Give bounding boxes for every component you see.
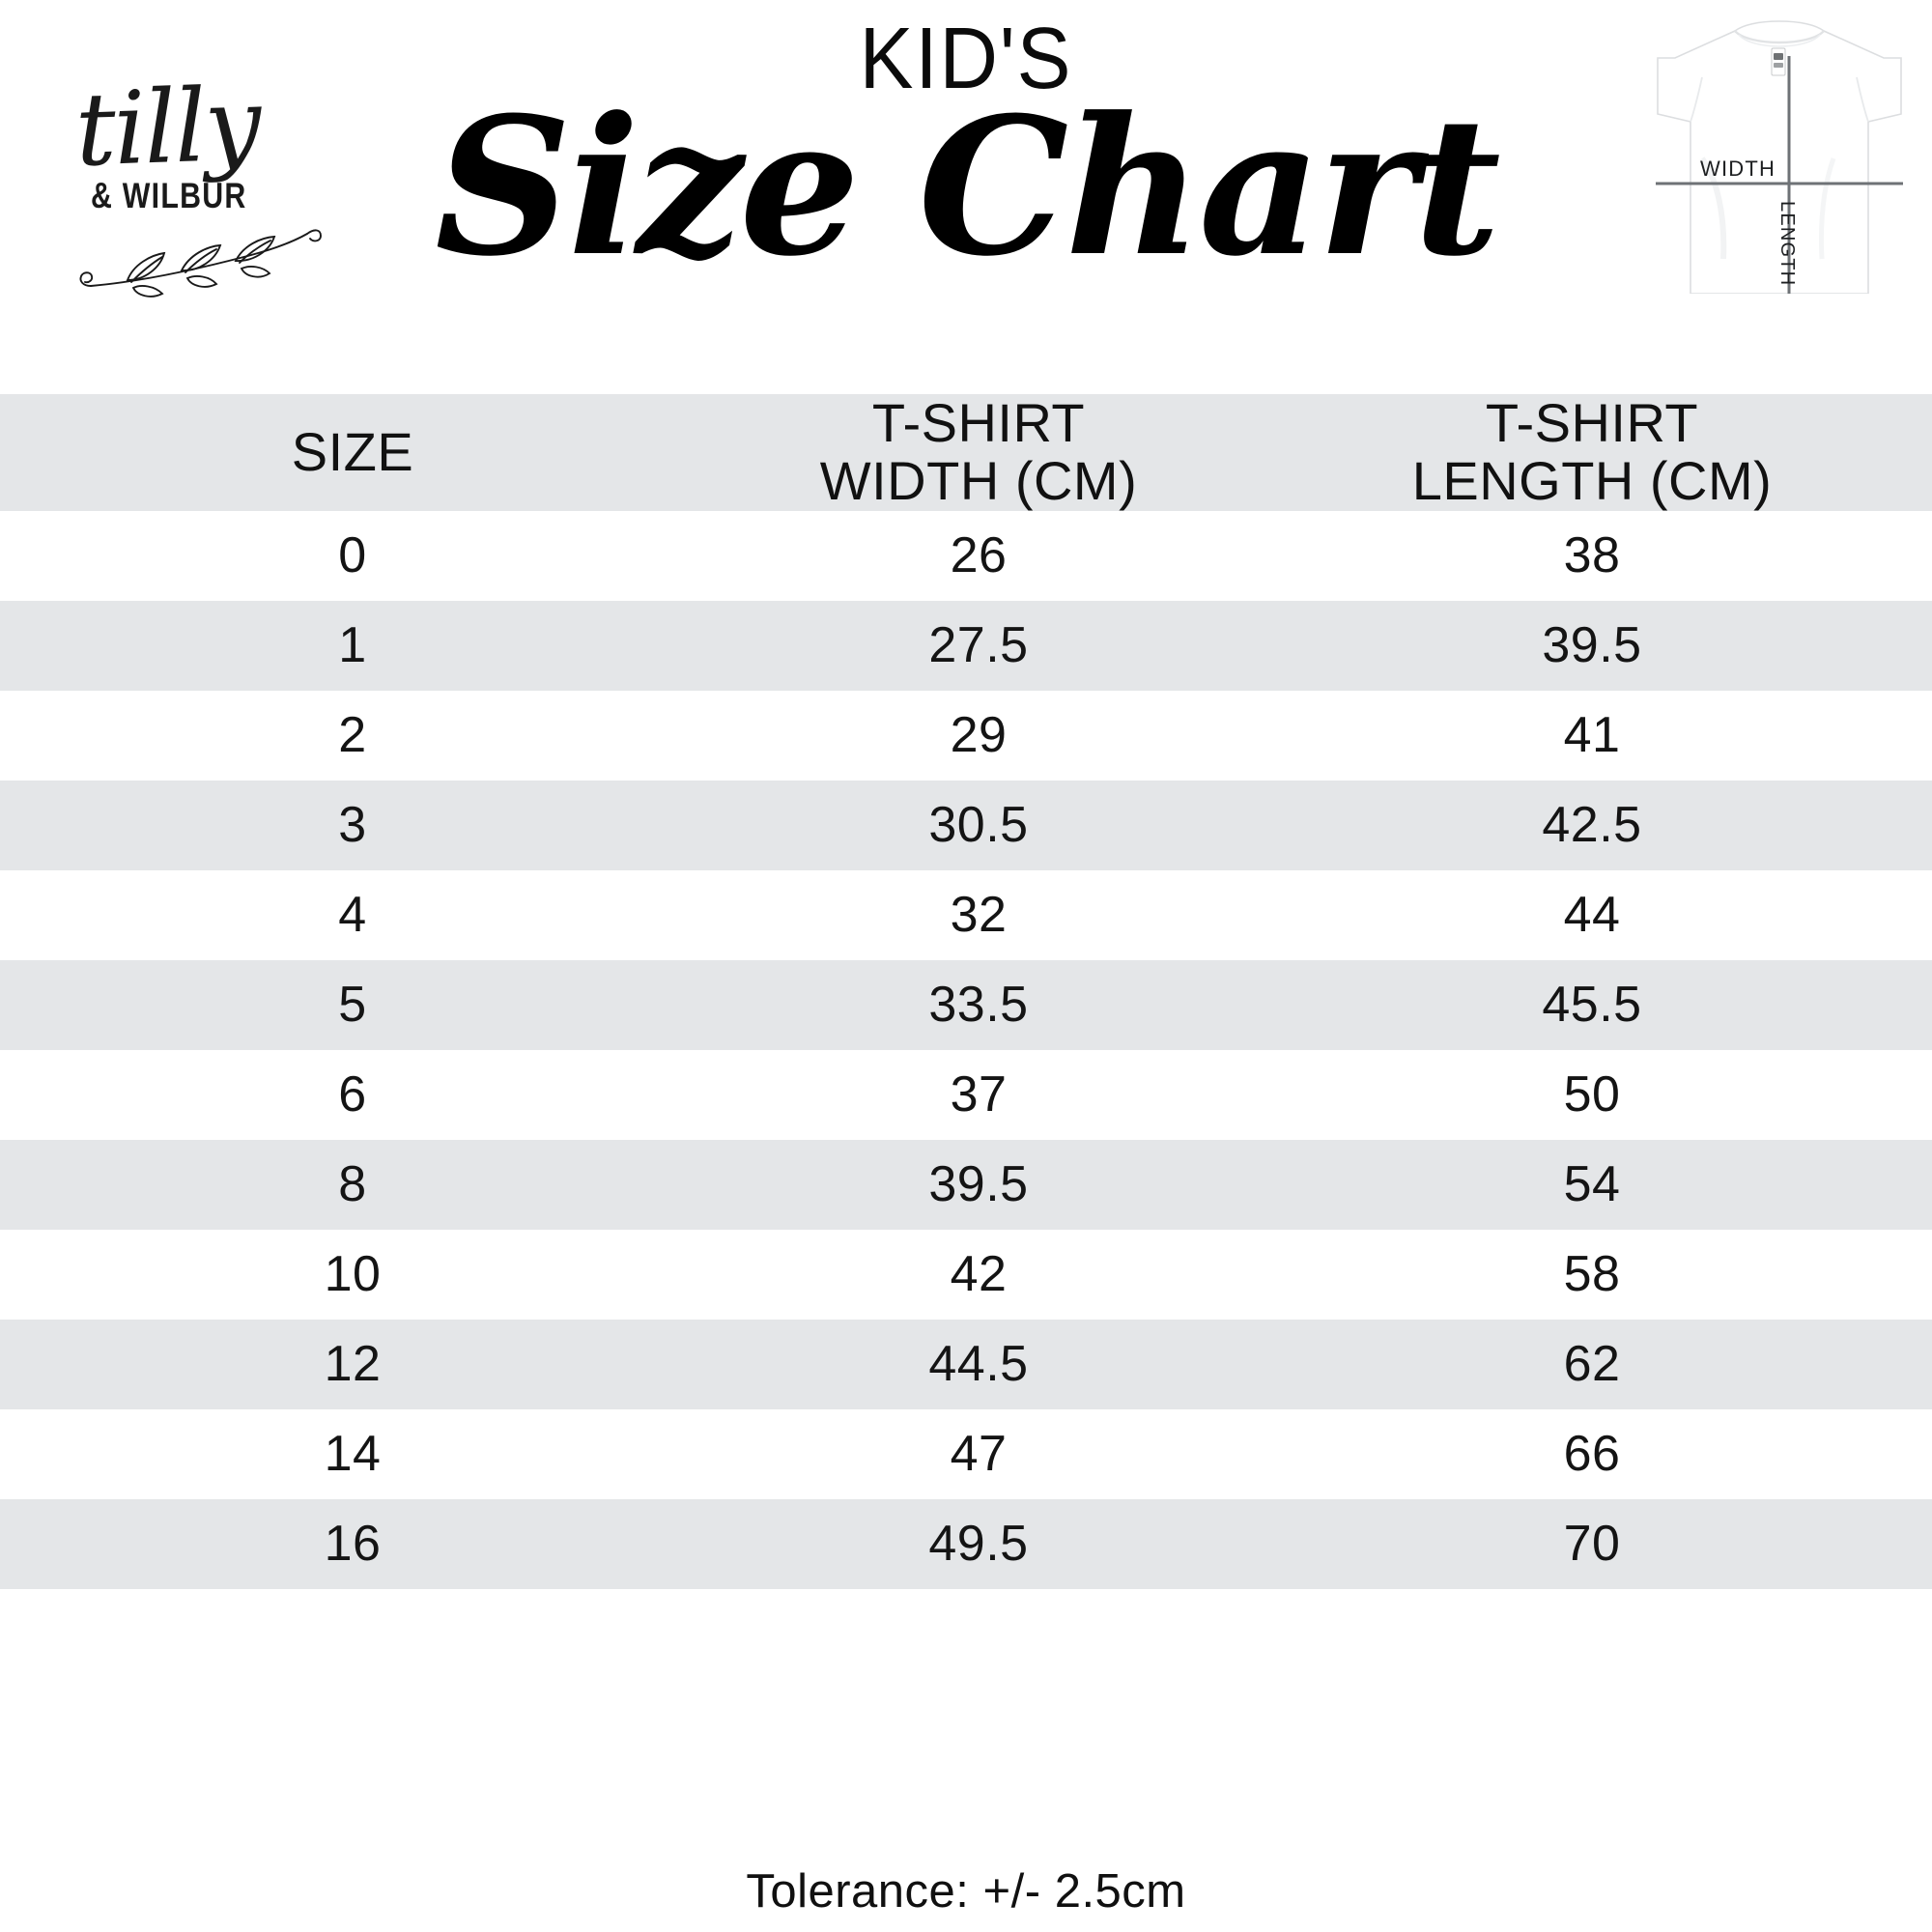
width-cell: 29 xyxy=(705,690,1252,781)
table-row: 10 42 58 xyxy=(0,1229,1932,1320)
size-cell: 10 xyxy=(0,1229,705,1320)
size-cell: 14 xyxy=(0,1408,705,1499)
table-row: 2 29 41 xyxy=(0,690,1932,781)
column-header-size-line1: SIZE xyxy=(291,421,414,483)
table-header-row: SIZE T-SHIRT WIDTH (CM) T-SHIRT LENGTH (… xyxy=(0,392,1932,512)
column-header-width-line1: T-SHIRT xyxy=(871,392,1086,453)
length-cell: 70 xyxy=(1252,1498,1932,1589)
page-eyebrow-title: KID'S xyxy=(859,11,1073,107)
size-cell: 16 xyxy=(0,1498,705,1589)
width-cell: 27.5 xyxy=(705,600,1252,691)
length-cell: 41 xyxy=(1252,690,1932,781)
length-cell: 39.5 xyxy=(1252,600,1932,691)
width-cell: 39.5 xyxy=(705,1139,1252,1230)
size-cell: 1 xyxy=(0,600,705,691)
table-row: 5 33.5 45.5 xyxy=(0,959,1932,1050)
table-row: 0 26 38 xyxy=(0,510,1932,601)
length-cell: 44 xyxy=(1252,869,1932,960)
size-cell: 2 xyxy=(0,690,705,781)
width-cell: 44.5 xyxy=(705,1319,1252,1409)
page-title: Size Chart xyxy=(435,76,1501,298)
length-cell: 42.5 xyxy=(1252,780,1932,870)
width-cell: 30.5 xyxy=(705,780,1252,870)
length-cell: 66 xyxy=(1252,1408,1932,1499)
table-row: 3 30.5 42.5 xyxy=(0,780,1932,870)
size-cell: 8 xyxy=(0,1139,705,1230)
size-cell: 5 xyxy=(0,959,705,1050)
size-cell: 4 xyxy=(0,869,705,960)
column-header-size: SIZE xyxy=(0,394,705,511)
tshirt-length-label: LENGTH xyxy=(1776,201,1798,286)
tolerance-note: Tolerance: +/- 2.5cm xyxy=(746,1865,1186,1918)
table-row: 12 44.5 62 xyxy=(0,1319,1932,1409)
table-body: 0 26 38 1 27.5 39.5 2 29 41 3 30.5 42.5 4 32 44 5 33.5 45… xyxy=(0,510,1932,1589)
size-cell: 3 xyxy=(0,780,705,870)
width-cell: 49.5 xyxy=(705,1498,1252,1589)
table-row: 14 47 66 xyxy=(0,1408,1932,1499)
size-cell: 6 xyxy=(0,1049,705,1140)
length-cell: 62 xyxy=(1252,1319,1932,1409)
brand-logo: tilly & WILBUR xyxy=(73,65,336,298)
width-cell: 47 xyxy=(705,1408,1252,1499)
column-header-width: T-SHIRT WIDTH (CM) xyxy=(705,392,1252,512)
leaf-branch-icon xyxy=(79,229,322,298)
length-cell: 58 xyxy=(1252,1229,1932,1320)
table-header: SIZE T-SHIRT WIDTH (CM) T-SHIRT LENGTH (… xyxy=(0,392,1932,512)
table-row: 4 32 44 xyxy=(0,869,1932,960)
table-row: 1 27.5 39.5 xyxy=(0,600,1932,691)
brand-sub-name: & WILBUR xyxy=(91,176,247,215)
table-row: 6 37 50 xyxy=(0,1049,1932,1140)
width-cell: 37 xyxy=(705,1049,1252,1140)
width-cell: 26 xyxy=(705,510,1252,601)
column-header-width-line2: WIDTH (CM) xyxy=(819,450,1138,512)
tshirt-measurement-icon: WIDTH LENGTH xyxy=(1656,20,1903,294)
length-cell: 50 xyxy=(1252,1049,1932,1140)
width-cell: 42 xyxy=(705,1229,1252,1320)
width-cell: 32 xyxy=(705,869,1252,960)
width-cell: 33.5 xyxy=(705,959,1252,1050)
length-cell: 54 xyxy=(1252,1139,1932,1230)
length-cell: 38 xyxy=(1252,510,1932,601)
length-cell: 45.5 xyxy=(1252,959,1932,1050)
column-header-length-line1: T-SHIRT xyxy=(1485,392,1699,453)
tshirt-width-label: WIDTH xyxy=(1700,156,1776,181)
size-chart-table: SIZE T-SHIRT WIDTH (CM) T-SHIRT LENGTH (… xyxy=(0,392,1932,1589)
table-row: 8 39.5 54 xyxy=(0,1139,1932,1230)
table-row: 16 49.5 70 xyxy=(0,1498,1932,1589)
size-cell: 0 xyxy=(0,510,705,601)
size-cell: 12 xyxy=(0,1319,705,1409)
header-zone: tilly & WILBUR xyxy=(0,0,1932,394)
column-header-length: T-SHIRT LENGTH (CM) xyxy=(1252,392,1932,512)
column-header-length-line2: LENGTH (CM) xyxy=(1411,450,1773,512)
